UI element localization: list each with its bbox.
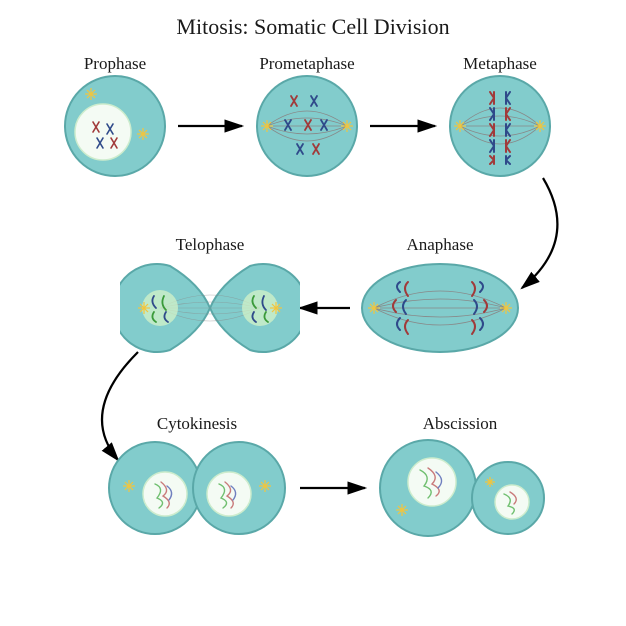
cell-telophase — [120, 262, 300, 354]
cell-metaphase — [448, 74, 552, 178]
cell-abscission — [378, 438, 548, 542]
cell-anaphase — [360, 262, 520, 354]
cell-cytokinesis — [107, 438, 287, 538]
cell-prophase — [63, 74, 167, 178]
cell-prometaphase — [255, 74, 359, 178]
